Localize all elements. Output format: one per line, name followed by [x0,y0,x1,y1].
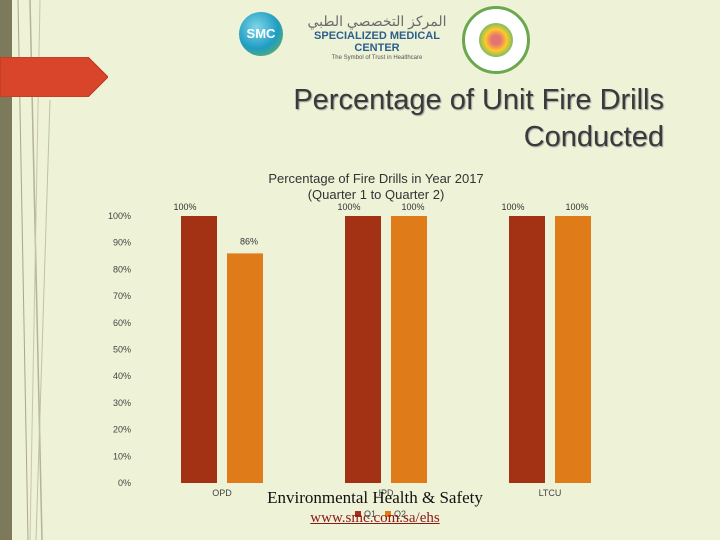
bar-q1-ipd [345,216,381,483]
bar-q2-opd [227,253,263,483]
bar-q1-opd [181,216,217,483]
data-label: 86% [240,236,258,246]
y-tick-label: 60% [113,318,131,328]
data-label: 100% [337,202,360,212]
accreditation-seal [462,6,530,74]
slide-title: Percentage of Unit Fire Drills Conducted [293,84,664,153]
logo-arabic-name: المركز التخصصي الطبي [307,13,447,29]
legend-label-q2: Q2 [394,509,406,519]
logo-english-name: SPECIALIZED MEDICAL CENTER [314,30,440,54]
chart-title-line1: Percentage of Fire Drills in Year 2017 [268,171,483,186]
legend-swatch-q1 [355,511,361,517]
smc-wordmark: المركز التخصصي الطبي SPECIALIZED MEDICAL… [292,13,462,61]
y-tick-label: 70% [113,291,131,301]
bar-q2-ltcu [555,216,591,483]
left-decor-band [0,0,12,540]
y-tick-label: 20% [113,425,131,435]
smc-logo: SMC [239,12,283,56]
bar-q1-ltcu [509,216,545,483]
bar-q2-ipd [391,216,427,483]
y-tick-label: 40% [113,371,131,381]
logo-tagline: The Symbol of Trust in Healthcare [331,55,423,61]
legend-label-q1: Q1 [364,509,376,519]
y-tick-label: 10% [113,451,131,461]
title-accent-tab [0,57,108,97]
y-tick-label: 80% [113,264,131,274]
footer-department: Environmental Health & Safety [267,488,483,507]
footer-website-link[interactable]: www.smc.com.sa/ehs [310,510,440,526]
y-tick-label: 100% [108,211,131,221]
data-label: 100% [173,202,196,212]
y-tick-label: 0% [118,478,131,488]
x-category-label: LTCU [539,488,562,498]
legend-swatch-q2 [385,511,391,517]
data-label: 100% [565,202,588,212]
data-label: 100% [401,202,424,212]
x-category-label: IPD [378,488,394,498]
chart-title-line2: (Quarter 1 to Quarter 2) [308,187,445,202]
data-label: 100% [501,202,524,212]
y-tick-label: 50% [113,345,131,355]
y-tick-label: 30% [113,398,131,408]
seal-emblem [479,23,513,57]
x-category-label: OPD [212,488,232,498]
y-tick-label: 90% [113,238,131,248]
